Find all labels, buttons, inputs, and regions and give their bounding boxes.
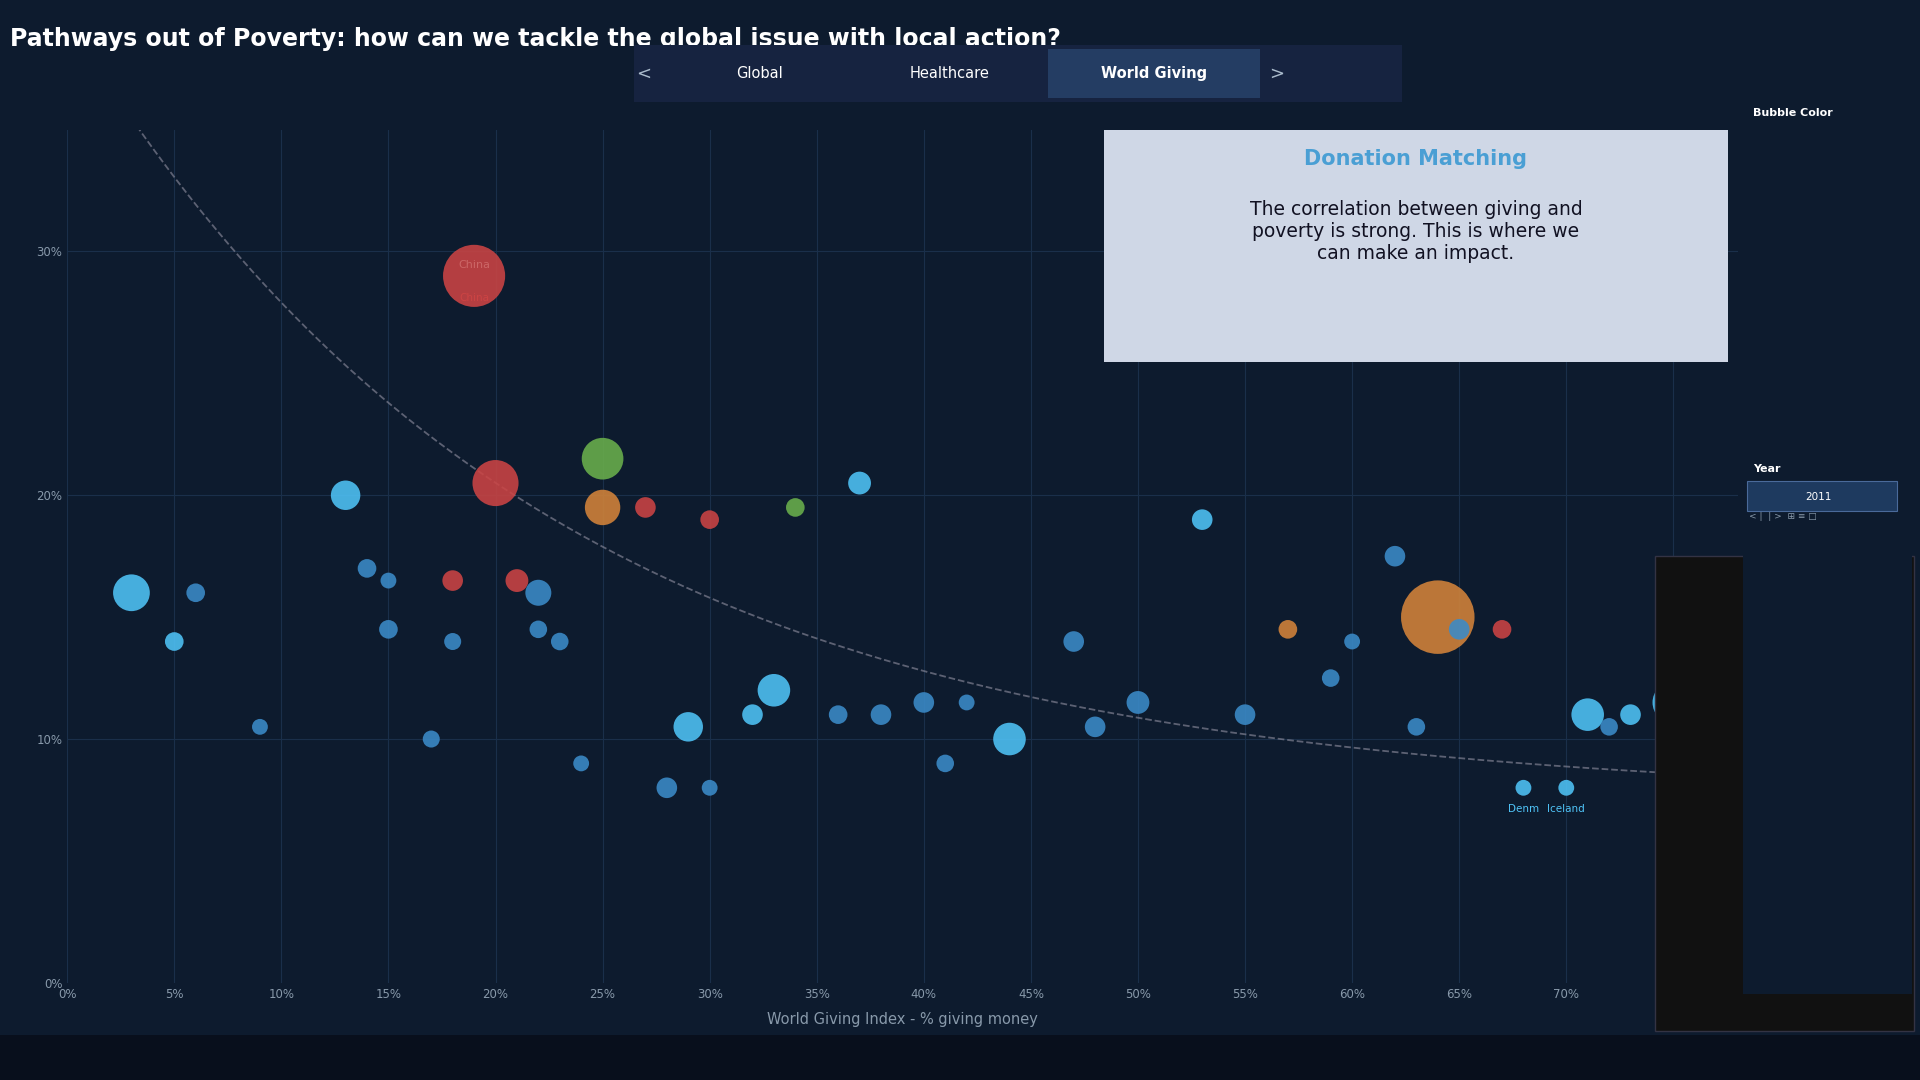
Point bbox=[522, 621, 553, 638]
Text: Denm: Denm bbox=[1507, 805, 1540, 814]
Point bbox=[651, 779, 682, 796]
Point bbox=[1594, 718, 1624, 735]
Text: World Giving: World Giving bbox=[1100, 66, 1208, 81]
Point bbox=[115, 584, 146, 602]
Point bbox=[672, 718, 703, 735]
Text: Story Point 1 - Map by cluster: Story Point 1 - Map by cluster bbox=[77, 1052, 221, 1063]
Point bbox=[929, 755, 960, 772]
Text: Iceland: Iceland bbox=[1548, 805, 1586, 814]
Text: North America: North America bbox=[1788, 224, 1862, 234]
Point bbox=[1123, 693, 1154, 711]
Point bbox=[438, 633, 468, 650]
Text: The correlation between giving and
poverty is strong. This is where we
can make : The correlation between giving and pover… bbox=[1250, 200, 1582, 262]
Text: Europe: Europe bbox=[1788, 151, 1824, 161]
Point bbox=[1058, 633, 1089, 650]
Point bbox=[1745, 220, 1776, 238]
Text: Story 1: Story 1 bbox=[10, 1052, 50, 1063]
Text: StoryPoint 3 - % Giving Money: StoryPoint 3 - % Giving Money bbox=[461, 1052, 609, 1063]
Point bbox=[1423, 608, 1453, 625]
Text: Bubble Color: Bubble Color bbox=[1753, 108, 1834, 118]
Point bbox=[1187, 511, 1217, 528]
Text: 2011: 2011 bbox=[1805, 492, 1832, 502]
Point bbox=[695, 779, 726, 796]
Point bbox=[1336, 633, 1367, 650]
Point bbox=[1507, 779, 1538, 796]
Text: Donation Matching: Donation Matching bbox=[1304, 149, 1528, 170]
Text: ▣  ◀ ▶  ☰: ▣ ◀ ▶ ☰ bbox=[1670, 1052, 1718, 1063]
Text: Conquering Poverty: Conquering Poverty bbox=[739, 1052, 835, 1063]
Point bbox=[1745, 293, 1776, 310]
Point bbox=[1551, 779, 1582, 796]
Point bbox=[695, 511, 726, 528]
Point bbox=[566, 755, 597, 772]
Point bbox=[459, 267, 490, 284]
Text: Pathways out of Poverty: how can we tackle the global issue with local action?: Pathways out of Poverty: how can we tack… bbox=[10, 27, 1060, 51]
Text: <: < bbox=[636, 65, 651, 82]
Point bbox=[1273, 621, 1304, 638]
Point bbox=[780, 499, 810, 516]
Text: South America: South America bbox=[1788, 369, 1864, 380]
Point bbox=[180, 584, 211, 602]
Point bbox=[1402, 718, 1432, 735]
Point bbox=[1745, 366, 1776, 383]
Text: Other: Other bbox=[1788, 297, 1816, 307]
Point bbox=[522, 584, 553, 602]
Text: China: China bbox=[459, 260, 490, 270]
Point bbox=[588, 499, 618, 516]
Point bbox=[824, 706, 854, 724]
Point bbox=[244, 718, 275, 735]
Point bbox=[845, 474, 876, 491]
Point bbox=[866, 706, 897, 724]
Text: StoryPoint 2 - Health Spending: StoryPoint 2 - Health Spending bbox=[250, 1052, 399, 1063]
Text: Global: Global bbox=[735, 66, 783, 81]
Point bbox=[1315, 670, 1346, 687]
Point bbox=[501, 572, 532, 590]
Point bbox=[1659, 693, 1690, 711]
Point bbox=[330, 487, 361, 504]
Text: Year: Year bbox=[1753, 463, 1780, 473]
Point bbox=[737, 706, 768, 724]
Point bbox=[1229, 706, 1260, 724]
Point bbox=[438, 572, 468, 590]
Text: < |  | >  ⊞ ≡ □: < | | > ⊞ ≡ □ bbox=[1749, 512, 1816, 522]
Point bbox=[159, 633, 190, 650]
Point bbox=[545, 633, 576, 650]
Point bbox=[1079, 718, 1110, 735]
X-axis label: World Giving Index - % giving money: World Giving Index - % giving money bbox=[766, 1012, 1039, 1027]
Text: Healthcare: Healthcare bbox=[910, 66, 989, 81]
Point bbox=[950, 693, 981, 711]
Point bbox=[1572, 706, 1603, 724]
Point bbox=[758, 681, 789, 699]
Point bbox=[351, 559, 382, 577]
Point bbox=[908, 693, 939, 711]
Point bbox=[1615, 706, 1645, 724]
Point bbox=[588, 450, 618, 468]
Point bbox=[630, 499, 660, 516]
Point bbox=[1444, 621, 1475, 638]
Wedge shape bbox=[1672, 680, 1897, 885]
Point bbox=[1486, 621, 1517, 638]
Point bbox=[417, 730, 447, 747]
Point bbox=[1380, 548, 1411, 565]
Point bbox=[995, 730, 1025, 747]
Point bbox=[1745, 147, 1776, 164]
Text: China: China bbox=[459, 293, 490, 302]
Ellipse shape bbox=[1738, 617, 1832, 744]
Point bbox=[480, 474, 511, 491]
Text: >: > bbox=[1269, 65, 1284, 82]
Text: END: END bbox=[662, 1052, 684, 1063]
Point bbox=[372, 572, 403, 590]
Point bbox=[372, 621, 403, 638]
